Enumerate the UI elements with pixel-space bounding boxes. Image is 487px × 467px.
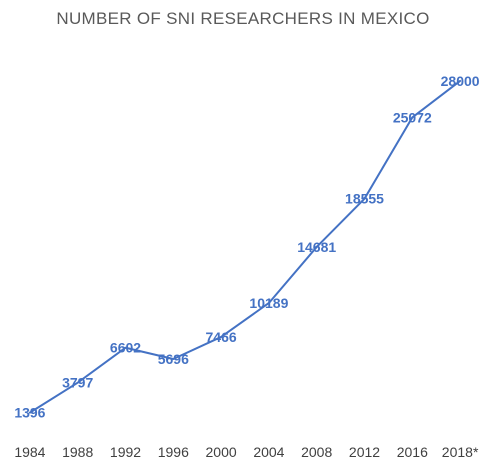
data-label: 5696: [158, 351, 189, 367]
data-label: 1396: [14, 405, 45, 421]
data-labels: 1396 3797 6602 5696 7466 10189 14681 18555 25072…: [14, 73, 479, 421]
data-label: 7466: [206, 329, 237, 345]
data-label: 28000: [441, 73, 480, 89]
x-tick-label: 1992: [110, 444, 141, 460]
chart-title: NUMBER OF SNI RESEARCHERS IN MEXICO: [56, 9, 429, 28]
x-axis-ticks: 1984 1988 1992 1996 2000 2004 2008 2012 2016 2018…: [14, 444, 479, 460]
data-label: 18555: [345, 191, 384, 207]
x-tick-label: 1988: [62, 444, 93, 460]
x-tick-label: 2008: [301, 444, 332, 460]
x-tick-label: 2000: [206, 444, 237, 460]
x-tick-label: 1984: [14, 444, 45, 460]
data-label: 14681: [297, 239, 336, 255]
x-tick-label: 2016: [397, 444, 428, 460]
x-tick-label: 2012: [349, 444, 380, 460]
x-tick-label: 2018*: [442, 444, 479, 460]
series-layer: [28, 79, 462, 414]
x-tick-label: 2004: [253, 444, 284, 460]
data-label: 25072: [393, 109, 432, 125]
data-label: 10189: [249, 295, 288, 311]
data-label: 6602: [110, 340, 141, 356]
series-line: [28, 79, 462, 414]
data-label: 3797: [62, 375, 93, 391]
x-tick-label: 1996: [158, 444, 189, 460]
